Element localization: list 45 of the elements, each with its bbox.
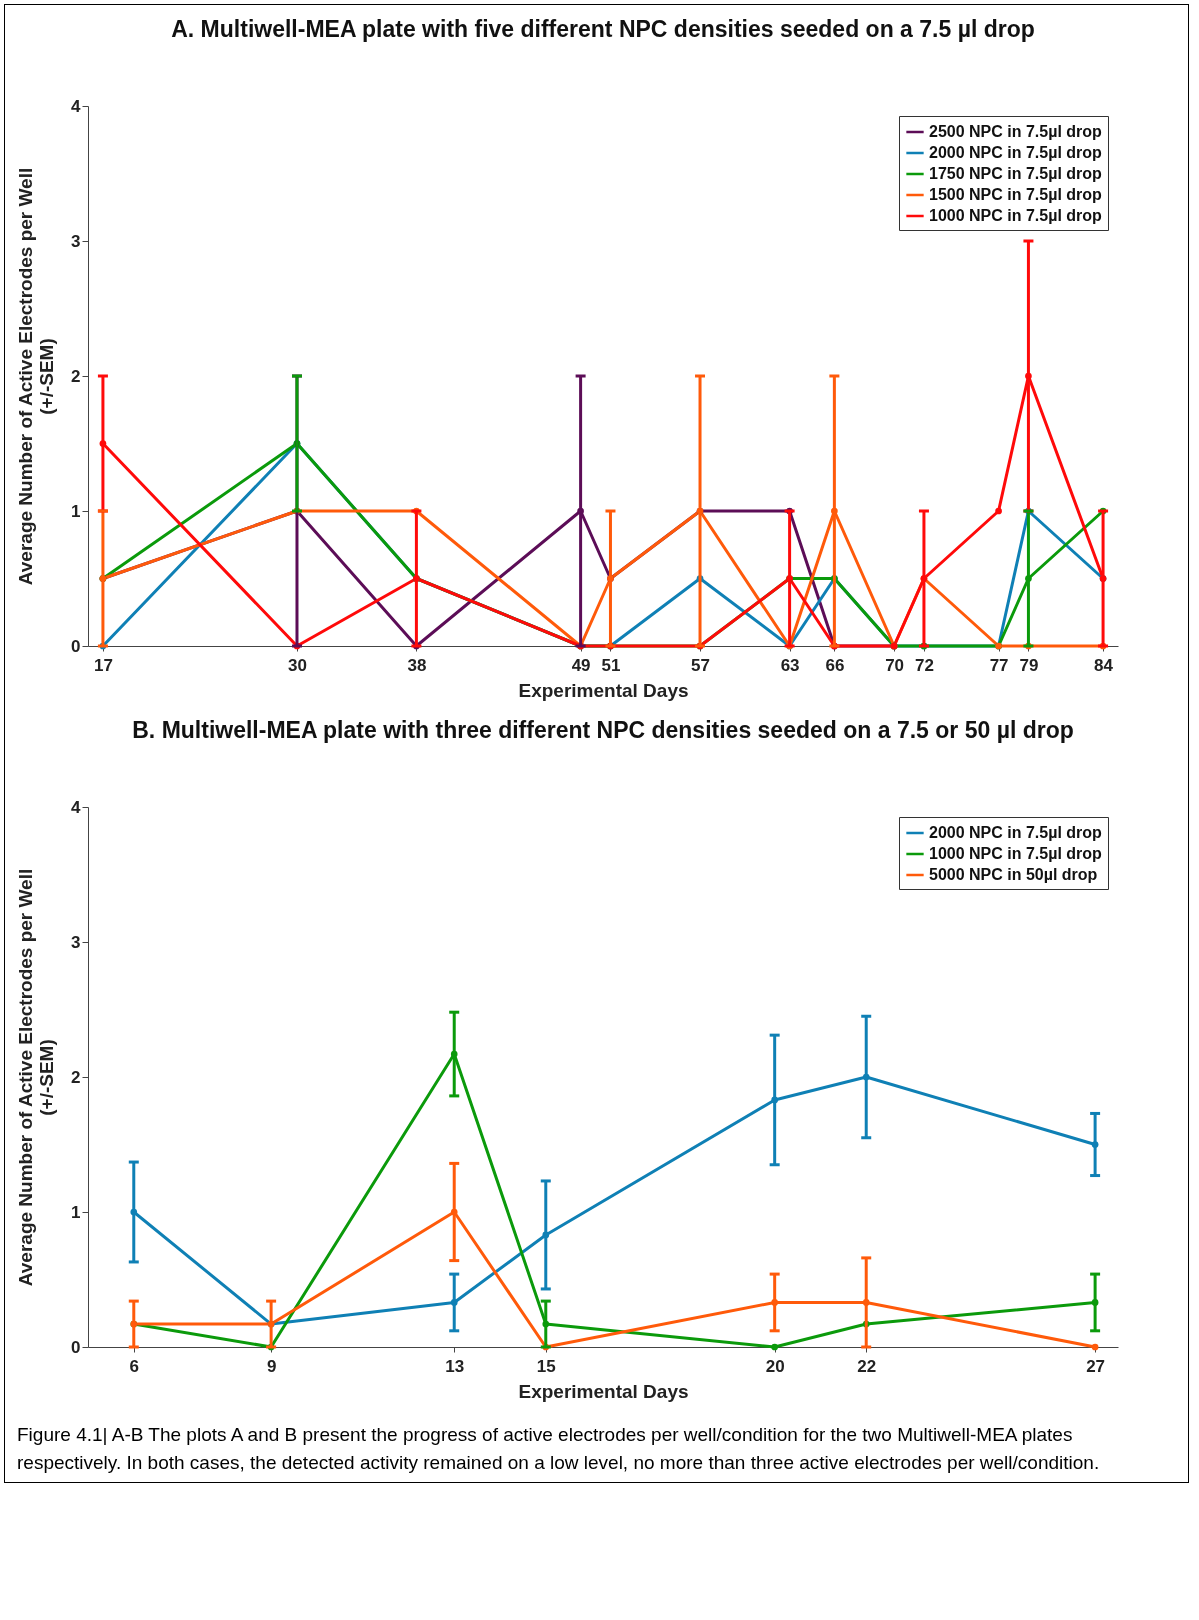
x-tick-label: 20 [765, 1356, 785, 1376]
y-tick-label: 1 [71, 1202, 81, 1222]
x-tick-label: 49 [571, 655, 591, 675]
x-tick-label: 38 [407, 655, 427, 675]
x-tick-label: 27 [1086, 1356, 1106, 1376]
x-tick-label: 15 [536, 1356, 556, 1376]
x-tick-label: 72 [914, 655, 934, 675]
y-tick-label: 3 [71, 932, 81, 952]
legend-label: 2000 NPC in 7.5µl drop [929, 824, 1103, 841]
x-tick-label: 77 [989, 655, 1009, 675]
y-axis-title: Average Number of Active Electrodes per Well (+/-SEM) [15, 868, 58, 1287]
y-tick-label: 0 [71, 636, 81, 656]
legend-label: 5000 NPC in 50µl drop [929, 866, 1098, 883]
x-axis-title: Experimental Days [518, 679, 689, 701]
x-tick-label: 6 [129, 1356, 140, 1376]
legend-label: 2000 NPC in 7.5µl drop [929, 144, 1103, 161]
y-tick-label: 3 [71, 231, 81, 251]
caption: Figure 4.1| A-B The plots A and B present the progress of active electrodes per well/condition for the two Multiwell-MEA plates respectively. In both cases, the detected activity remained on a low level, no more than three active electrodes per well/condition. [17, 1423, 1101, 1475]
legend-label: 1000 NPC in 7.5µl drop [929, 207, 1103, 224]
x-tick-label: 17 [93, 655, 113, 675]
x-tick-label: 22 [857, 1356, 877, 1376]
x-tick-label: 79 [1019, 655, 1039, 675]
chart-title: B. Multiwell-MEA plate with three different NPC densities seeded on a 7.5 or 50 µl drop [132, 717, 1074, 743]
x-tick-label: 70 [885, 655, 905, 675]
x-tick-label: 13 [445, 1356, 465, 1376]
legend-label: 1750 NPC in 7.5µl drop [929, 165, 1103, 182]
x-tick-label: 57 [691, 655, 710, 675]
y-tick-label: 4 [71, 797, 82, 817]
x-tick-label: 63 [780, 655, 800, 675]
y-tick-label: 2 [71, 366, 81, 386]
y-axis-title: Average Number of Active Electrodes per Well (+/-SEM) [15, 167, 58, 586]
x-tick-label: 84 [1094, 655, 1114, 675]
x-tick-label: 51 [601, 655, 621, 675]
x-tick-label: 66 [825, 655, 845, 675]
x-tick-label: 30 [288, 655, 307, 675]
x-tick-label: 9 [266, 1356, 277, 1376]
chart-title: A. Multiwell-MEA plate with five different NPC densities seeded on a 7.5 µl drop [171, 16, 1035, 42]
y-tick-label: 2 [71, 1067, 81, 1087]
y-tick-label: 0 [71, 1337, 81, 1357]
x-axis-title: Experimental Days [518, 1380, 689, 1402]
legend-label: 1000 NPC in 7.5µl drop [929, 845, 1103, 862]
legend-label: 1500 NPC in 7.5µl drop [929, 186, 1103, 203]
y-tick-label: 4 [71, 96, 82, 116]
y-tick-label: 1 [71, 501, 81, 521]
legend-label: 2500 NPC in 7.5µl drop [929, 123, 1103, 140]
